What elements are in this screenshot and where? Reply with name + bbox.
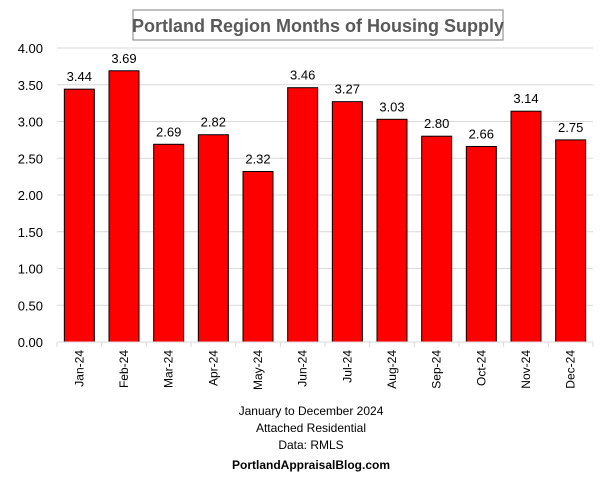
footer-line-3: Data: RMLS xyxy=(278,438,343,452)
y-tick-label: 2.00 xyxy=(18,188,43,203)
bar-feb-24 xyxy=(108,70,140,343)
y-tick-label: 1.50 xyxy=(18,225,43,240)
bar-may-24 xyxy=(242,170,274,343)
data-label: 2.69 xyxy=(156,124,181,139)
x-tick-label: Dec-24 xyxy=(564,350,578,389)
x-tick-label: Feb-24 xyxy=(117,350,131,388)
bar-aug-24 xyxy=(376,118,408,343)
bar-oct-24 xyxy=(465,145,497,343)
data-label: 3.69 xyxy=(111,51,136,66)
data-label: 2.75 xyxy=(558,120,583,135)
bar-sep-24 xyxy=(421,135,453,343)
y-tick-label: 3.50 xyxy=(18,78,43,93)
footer-line-1: January to December 2024 xyxy=(239,404,384,418)
data-label: 2.82 xyxy=(201,115,226,130)
x-tick-label: Jul-24 xyxy=(340,350,354,383)
y-tick-label: 3.00 xyxy=(18,115,43,130)
data-label: 3.03 xyxy=(379,99,404,114)
bar-jul-24 xyxy=(331,101,363,343)
x-tick-label: Aug-24 xyxy=(385,350,399,389)
x-tick-label: Jan-24 xyxy=(72,350,86,387)
x-tick-label: Nov-24 xyxy=(519,350,533,389)
y-tick-label: 0.00 xyxy=(18,335,43,350)
y-tick-label: 4.00 xyxy=(18,41,43,56)
data-label: 2.32 xyxy=(245,151,270,166)
footer-line-2: Attached Residential xyxy=(256,421,366,435)
data-label: 2.80 xyxy=(424,116,449,131)
x-tick-label: May-24 xyxy=(251,350,265,390)
title-box xyxy=(132,9,504,41)
bar-dec-24 xyxy=(555,139,587,343)
bar-jun-24 xyxy=(287,87,319,343)
chart-title: Portland Region Months of Housing Supply xyxy=(132,16,504,36)
x-tick-label: Apr-24 xyxy=(206,350,220,386)
y-tick-label: 1.00 xyxy=(18,262,43,277)
bar-mar-24 xyxy=(153,143,185,343)
x-tick-label: Sep-24 xyxy=(430,350,444,389)
y-tick-label: 0.50 xyxy=(18,298,43,313)
data-label: 3.27 xyxy=(335,82,360,97)
x-tick-label: Mar-24 xyxy=(162,350,176,388)
x-tick-label: Oct-24 xyxy=(474,350,488,386)
footer-line-4: PortlandAppraisalBlog.com xyxy=(232,458,390,472)
data-label: 3.44 xyxy=(67,69,92,84)
y-tick-label: 2.50 xyxy=(18,151,43,166)
data-label: 3.14 xyxy=(513,91,538,106)
bar-jan-24 xyxy=(63,88,95,343)
bar-nov-24 xyxy=(510,110,542,343)
data-label: 3.46 xyxy=(290,68,315,83)
bar-apr-24 xyxy=(197,134,229,343)
x-tick-label: Jun-24 xyxy=(296,350,310,387)
data-label: 2.66 xyxy=(469,126,494,141)
